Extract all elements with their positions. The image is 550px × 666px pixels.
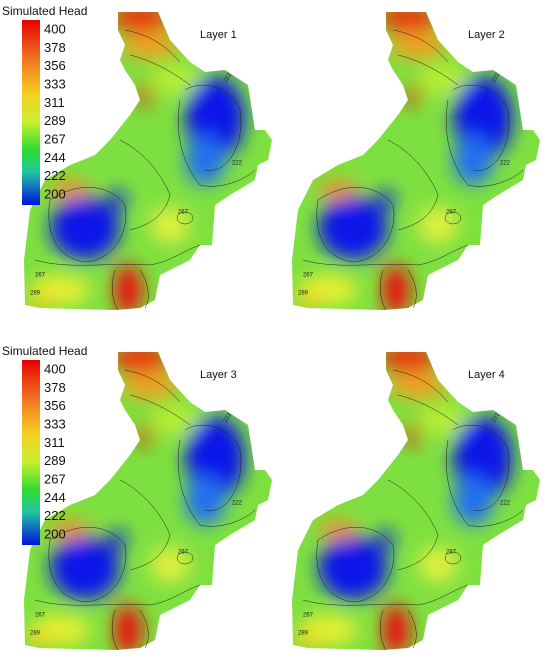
colorbar-label: 222 (44, 168, 66, 183)
contour-label: 267 (35, 273, 46, 279)
colorbar-label: 333 (44, 416, 66, 431)
colorbar-label: 378 (44, 380, 66, 395)
colorbar-label: 289 (44, 113, 66, 128)
colorbar-title: Simulated Head (2, 344, 87, 358)
contour-label: 222 (223, 412, 234, 424)
contour-label: 222 (500, 161, 511, 167)
contour-label: 289 (30, 291, 41, 297)
panel-title: Layer 4 (468, 369, 505, 381)
contour-label: 267 (178, 210, 189, 216)
contour-label: 267 (303, 613, 314, 619)
map-panel: Layer 1 222 222 267 267 289 (0, 0, 280, 320)
contour-label: 222 (232, 501, 243, 507)
map-panel: Layer 4 222 222 267 267 289 (268, 340, 548, 660)
colorbar-label: 289 (44, 453, 66, 468)
colorbar-label: 311 (44, 435, 65, 450)
contour-label: 267 (446, 210, 457, 216)
colorbar-label: 244 (44, 150, 66, 165)
contour-label: 267 (446, 550, 457, 556)
colorbar-label: 356 (44, 398, 66, 413)
colorbar-gradient (22, 20, 40, 205)
contour-label: 289 (30, 631, 41, 637)
contour-label: 222 (232, 161, 243, 167)
colorbar-label: 267 (44, 471, 66, 486)
colorbar-label: 222 (44, 508, 66, 523)
panel-title: Layer 3 (200, 369, 237, 381)
colorbar-title: Simulated Head (2, 4, 87, 18)
contour-label: 222 (500, 501, 511, 507)
colorbar: Simulated Head 400 378 356 333 311 289 267 244 22… (2, 4, 87, 205)
panel-title: Layer 2 (468, 29, 505, 41)
colorbar-label: 400 (44, 361, 66, 376)
colorbar-label: 244 (44, 490, 66, 505)
contour-label: 267 (35, 613, 46, 619)
map-panel: Layer 2 222 222 267 267 289 (268, 0, 548, 320)
contour-label: 222 (491, 412, 502, 424)
colorbar-label: 267 (44, 131, 66, 146)
contour-label: 222 (491, 72, 502, 84)
colorbar-label: 333 (44, 76, 66, 91)
map-panel: Layer 3 222 222 267 267 289 (0, 340, 280, 660)
colorbar: Simulated Head 400 378 356 333 311 289 267 244 22… (2, 344, 87, 545)
colorbar-label: 200 (44, 186, 66, 201)
colorbar-label: 311 (44, 95, 65, 110)
colorbar-label: 200 (44, 526, 66, 541)
contour-label: 222 (223, 72, 234, 84)
colorbar-label: 378 (44, 40, 66, 55)
panel-title: Layer 1 (200, 29, 237, 41)
contour-label: 289 (298, 631, 309, 637)
contour-label: 267 (178, 550, 189, 556)
contour-label: 267 (303, 273, 314, 279)
colorbar-label: 356 (44, 58, 66, 73)
colorbar-label: 400 (44, 21, 66, 36)
contour-label: 289 (298, 291, 309, 297)
colorbar-gradient (22, 360, 40, 545)
